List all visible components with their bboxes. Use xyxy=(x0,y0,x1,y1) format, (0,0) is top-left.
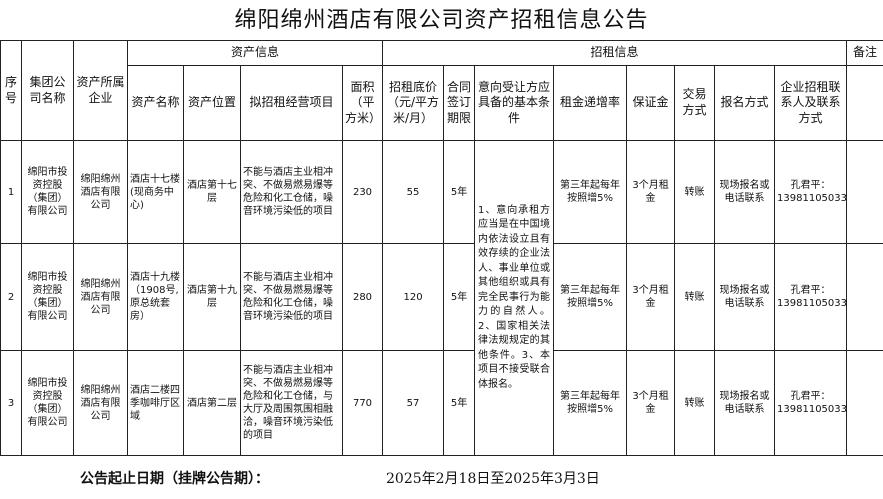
col-term: 合同签订期限 xyxy=(444,66,475,141)
cell-price: 55 xyxy=(383,141,444,244)
cell-rate: 第三年起每年按照增5% xyxy=(554,141,627,244)
cell-name: 酒店二楼四季咖啡厅区域 xyxy=(128,351,184,456)
cell-term: 5年 xyxy=(444,351,475,456)
cell-name: 酒店十七楼(现商务中心) xyxy=(128,141,184,244)
header-asset-info: 资产信息 xyxy=(128,41,383,66)
period-label: 公告起止日期（挂牌公告期）： xyxy=(80,468,269,488)
cell-name: 酒店十九楼（1908号,原总统套房） xyxy=(128,244,184,351)
cell-term: 5年 xyxy=(444,141,475,244)
cell-signup: 现场报名或电话联系 xyxy=(715,351,775,456)
cell-signup: 现场报名或电话联系 xyxy=(715,141,775,244)
cell-project: 不能与酒店主业相冲突、不做易燃易爆等危险和化工仓储，噪音环境污染低的项目 xyxy=(241,244,343,351)
page-title: 绵阳绵州酒店有限公司资产招租信息公告 xyxy=(0,0,883,40)
cell-remarks xyxy=(847,244,883,351)
header-remarks: 备注 xyxy=(847,41,883,66)
cell-project: 不能与酒店主业相冲突、不做易燃易爆等危险和化工仓储，与大厅及周围氛围相融洽，噪音… xyxy=(241,351,343,456)
cell-no: 3 xyxy=(1,351,22,456)
asset-lease-table: 序号 集团公司名称 资产所属企业 资产信息 招租信息 备注 资产名称 资产位置 … xyxy=(0,40,883,456)
cell-group: 绵阳市投资控股（集团）有限公司 xyxy=(22,141,74,244)
period-value: 2025年2月18日至2025年3月3日 xyxy=(386,468,600,488)
cell-signup: 现场报名或电话联系 xyxy=(715,244,775,351)
col-contact: 企业招租联系人及联系方式 xyxy=(775,66,847,141)
cell-trade: 转账 xyxy=(675,351,715,456)
cell-deposit: 3个月租金 xyxy=(627,244,675,351)
header-lease-info: 招租信息 xyxy=(383,41,847,66)
col-name: 资产名称 xyxy=(128,66,184,141)
cell-owner: 绵阳绵州酒店有限公司 xyxy=(74,351,128,456)
announcement-period: 公告起止日期（挂牌公告期）： 2025年2月18日至2025年3月3日 xyxy=(0,455,883,499)
col-trade: 交易方式 xyxy=(675,66,715,141)
table-row: 3 绵阳市投资控股（集团）有限公司 绵阳绵州酒店有限公司 酒店二楼四季咖啡厅区域… xyxy=(1,351,883,456)
cell-remarks xyxy=(847,141,883,244)
cell-location: 酒店第十九层 xyxy=(184,244,241,351)
col-area: 面积（平方米） xyxy=(343,66,383,141)
cell-rate: 第三年起每年按照增5% xyxy=(554,244,627,351)
table-row: 2 绵阳市投资控股（集团）有限公司 绵阳绵州酒店有限公司 酒店十九楼（1908号… xyxy=(1,244,883,351)
cell-contact: 孔君平：13981105033 xyxy=(775,351,847,456)
cell-area: 280 xyxy=(343,244,383,351)
cell-owner: 绵阳绵州酒店有限公司 xyxy=(74,141,128,244)
col-location: 资产位置 xyxy=(184,66,241,141)
cell-project: 不能与酒店主业相冲突、不做易燃易爆等危险和化工仓储，噪音环境污染低的项目 xyxy=(241,141,343,244)
col-group: 集团公司名称 xyxy=(22,41,74,141)
cell-rate: 第三年起每年按照增5% xyxy=(554,351,627,456)
cell-group: 绵阳市投资控股（集团）有限公司 xyxy=(22,244,74,351)
cell-area: 770 xyxy=(343,351,383,456)
cell-trade: 转账 xyxy=(675,141,715,244)
cell-contact: 孔君平：13981105033 xyxy=(775,244,847,351)
col-remarks-blank xyxy=(847,66,883,141)
col-deposit: 保证金 xyxy=(627,66,675,141)
col-owner: 资产所属企业 xyxy=(74,41,128,141)
cell-remarks xyxy=(847,351,883,456)
cell-owner: 绵阳绵州酒店有限公司 xyxy=(74,244,128,351)
cell-trade: 转账 xyxy=(675,244,715,351)
col-project: 拟招租经营项目 xyxy=(241,66,343,141)
col-price: 招租底价（元/平方米/月） xyxy=(383,66,444,141)
cell-area: 230 xyxy=(343,141,383,244)
cell-group: 绵阳市投资控股（集团）有限公司 xyxy=(22,351,74,456)
cell-location: 酒店第二层 xyxy=(184,351,241,456)
cell-location: 酒店第十七层 xyxy=(184,141,241,244)
cell-no: 2 xyxy=(1,244,22,351)
cell-term: 5年 xyxy=(444,244,475,351)
cell-contact: 孔君平：13981105033 xyxy=(775,141,847,244)
col-no: 序号 xyxy=(1,41,22,141)
cell-deposit: 3个月租金 xyxy=(627,141,675,244)
cell-deposit: 3个月租金 xyxy=(627,351,675,456)
cell-conditions: 1、意向承租方应当是在中国境内依法设立且有效存续的企业法人、事业单位或其他组织或… xyxy=(475,141,554,456)
cell-no: 1 xyxy=(1,141,22,244)
col-conditions: 意向受让方应具备的基本条件 xyxy=(475,66,554,141)
col-rate: 租金递增率 xyxy=(554,66,627,141)
cell-price: 120 xyxy=(383,244,444,351)
table-row: 1 绵阳市投资控股（集团）有限公司 绵阳绵州酒店有限公司 酒店十七楼(现商务中心… xyxy=(1,141,883,244)
col-signup: 报名方式 xyxy=(715,66,775,141)
cell-price: 57 xyxy=(383,351,444,456)
